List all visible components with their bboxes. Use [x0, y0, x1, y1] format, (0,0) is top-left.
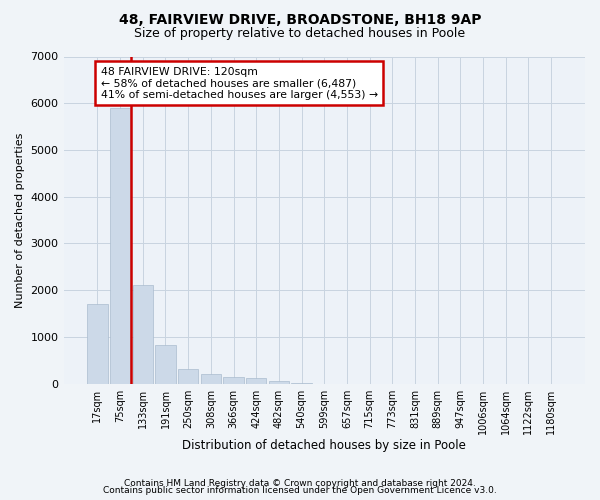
Text: Contains public sector information licensed under the Open Government Licence v3: Contains public sector information licen…	[103, 486, 497, 495]
Bar	[269, 380, 289, 384]
Bar	[178, 369, 199, 384]
Bar	[200, 374, 221, 384]
Text: Size of property relative to detached houses in Poole: Size of property relative to detached ho…	[134, 28, 466, 40]
Y-axis label: Number of detached properties: Number of detached properties	[15, 132, 25, 308]
Text: 48 FAIRVIEW DRIVE: 120sqm
← 58% of detached houses are smaller (6,487)
41% of se: 48 FAIRVIEW DRIVE: 120sqm ← 58% of detac…	[101, 67, 378, 100]
Bar	[292, 383, 312, 384]
Text: Contains HM Land Registry data © Crown copyright and database right 2024.: Contains HM Land Registry data © Crown c…	[124, 478, 476, 488]
Bar	[110, 108, 130, 384]
X-axis label: Distribution of detached houses by size in Poole: Distribution of detached houses by size …	[182, 440, 466, 452]
Bar	[223, 377, 244, 384]
Bar	[87, 304, 107, 384]
Bar	[133, 286, 153, 384]
Bar	[246, 378, 266, 384]
Bar	[155, 346, 176, 384]
Text: 48, FAIRVIEW DRIVE, BROADSTONE, BH18 9AP: 48, FAIRVIEW DRIVE, BROADSTONE, BH18 9AP	[119, 12, 481, 26]
